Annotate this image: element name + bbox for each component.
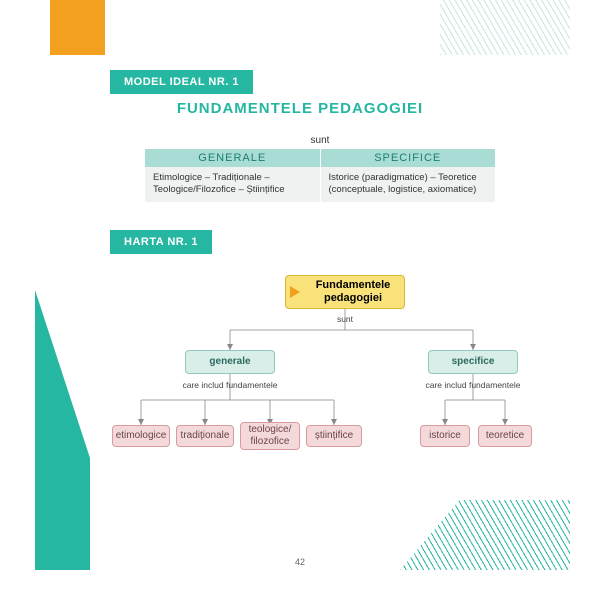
leaf-2-label: teologice/ filozofice — [245, 424, 295, 448]
leaf-r0-label: istorice — [429, 430, 461, 442]
table-cell-1: Istorice (paradigmatice) – Teoretice (co… — [321, 167, 496, 202]
node-root: Fundamentele pedagogiei — [285, 275, 405, 309]
table-head: GENERALE SPECIFICE — [145, 149, 495, 167]
edge-label-left: care includ fundamentele — [175, 380, 285, 390]
edge-label-sunt: sunt — [333, 314, 357, 324]
play-icon — [290, 286, 300, 298]
section1-title: FUNDAMENTELE PEDAGOGIEI — [0, 100, 600, 117]
leaf-r1-label: teoretice — [486, 430, 524, 442]
leaf-teoretice: teoretice — [478, 425, 532, 447]
section2-badge-wrap: HARTA NR. 1 — [110, 230, 212, 254]
node-root-label: Fundamentele pedagogiei — [306, 279, 400, 305]
section1-badge: MODEL IDEAL NR. 1 — [110, 70, 253, 94]
edge-label-right: care includ fundamentele — [418, 380, 528, 390]
leaf-teologice: teologice/ filozofice — [240, 422, 300, 450]
section1-badge-wrap: MODEL IDEAL NR. 1 — [110, 70, 253, 94]
decor-orange-block — [50, 0, 105, 55]
page-number: 42 — [0, 557, 600, 567]
table-header-0: GENERALE — [145, 149, 321, 167]
leaf-stiintifice: științifice — [306, 425, 362, 447]
node-generale: generale — [185, 350, 275, 374]
table-body: Etimologice – Tradiționale – Teologice/F… — [145, 167, 495, 202]
node-generale-label: generale — [209, 356, 250, 368]
leaf-3-label: științifice — [315, 430, 353, 442]
decor-hatch-top — [440, 0, 570, 55]
table-cell-0: Etimologice – Tradiționale – Teologice/F… — [145, 167, 321, 202]
leaf-traditionale: tradiționale — [176, 425, 234, 447]
leaf-0-label: etimologice — [116, 430, 167, 442]
node-specifice-label: specifice — [452, 356, 495, 368]
node-specifice: specifice — [428, 350, 518, 374]
model-table: sunt GENERALE SPECIFICE Etimologice – Tr… — [145, 135, 495, 202]
table-connector: sunt — [145, 135, 495, 149]
leaf-istorice: istorice — [420, 425, 470, 447]
section2-badge: HARTA NR. 1 — [110, 230, 212, 254]
leaf-1-label: tradiționale — [181, 430, 230, 442]
table-header-1: SPECIFICE — [321, 149, 496, 167]
leaf-etimologice: etimologice — [112, 425, 170, 447]
